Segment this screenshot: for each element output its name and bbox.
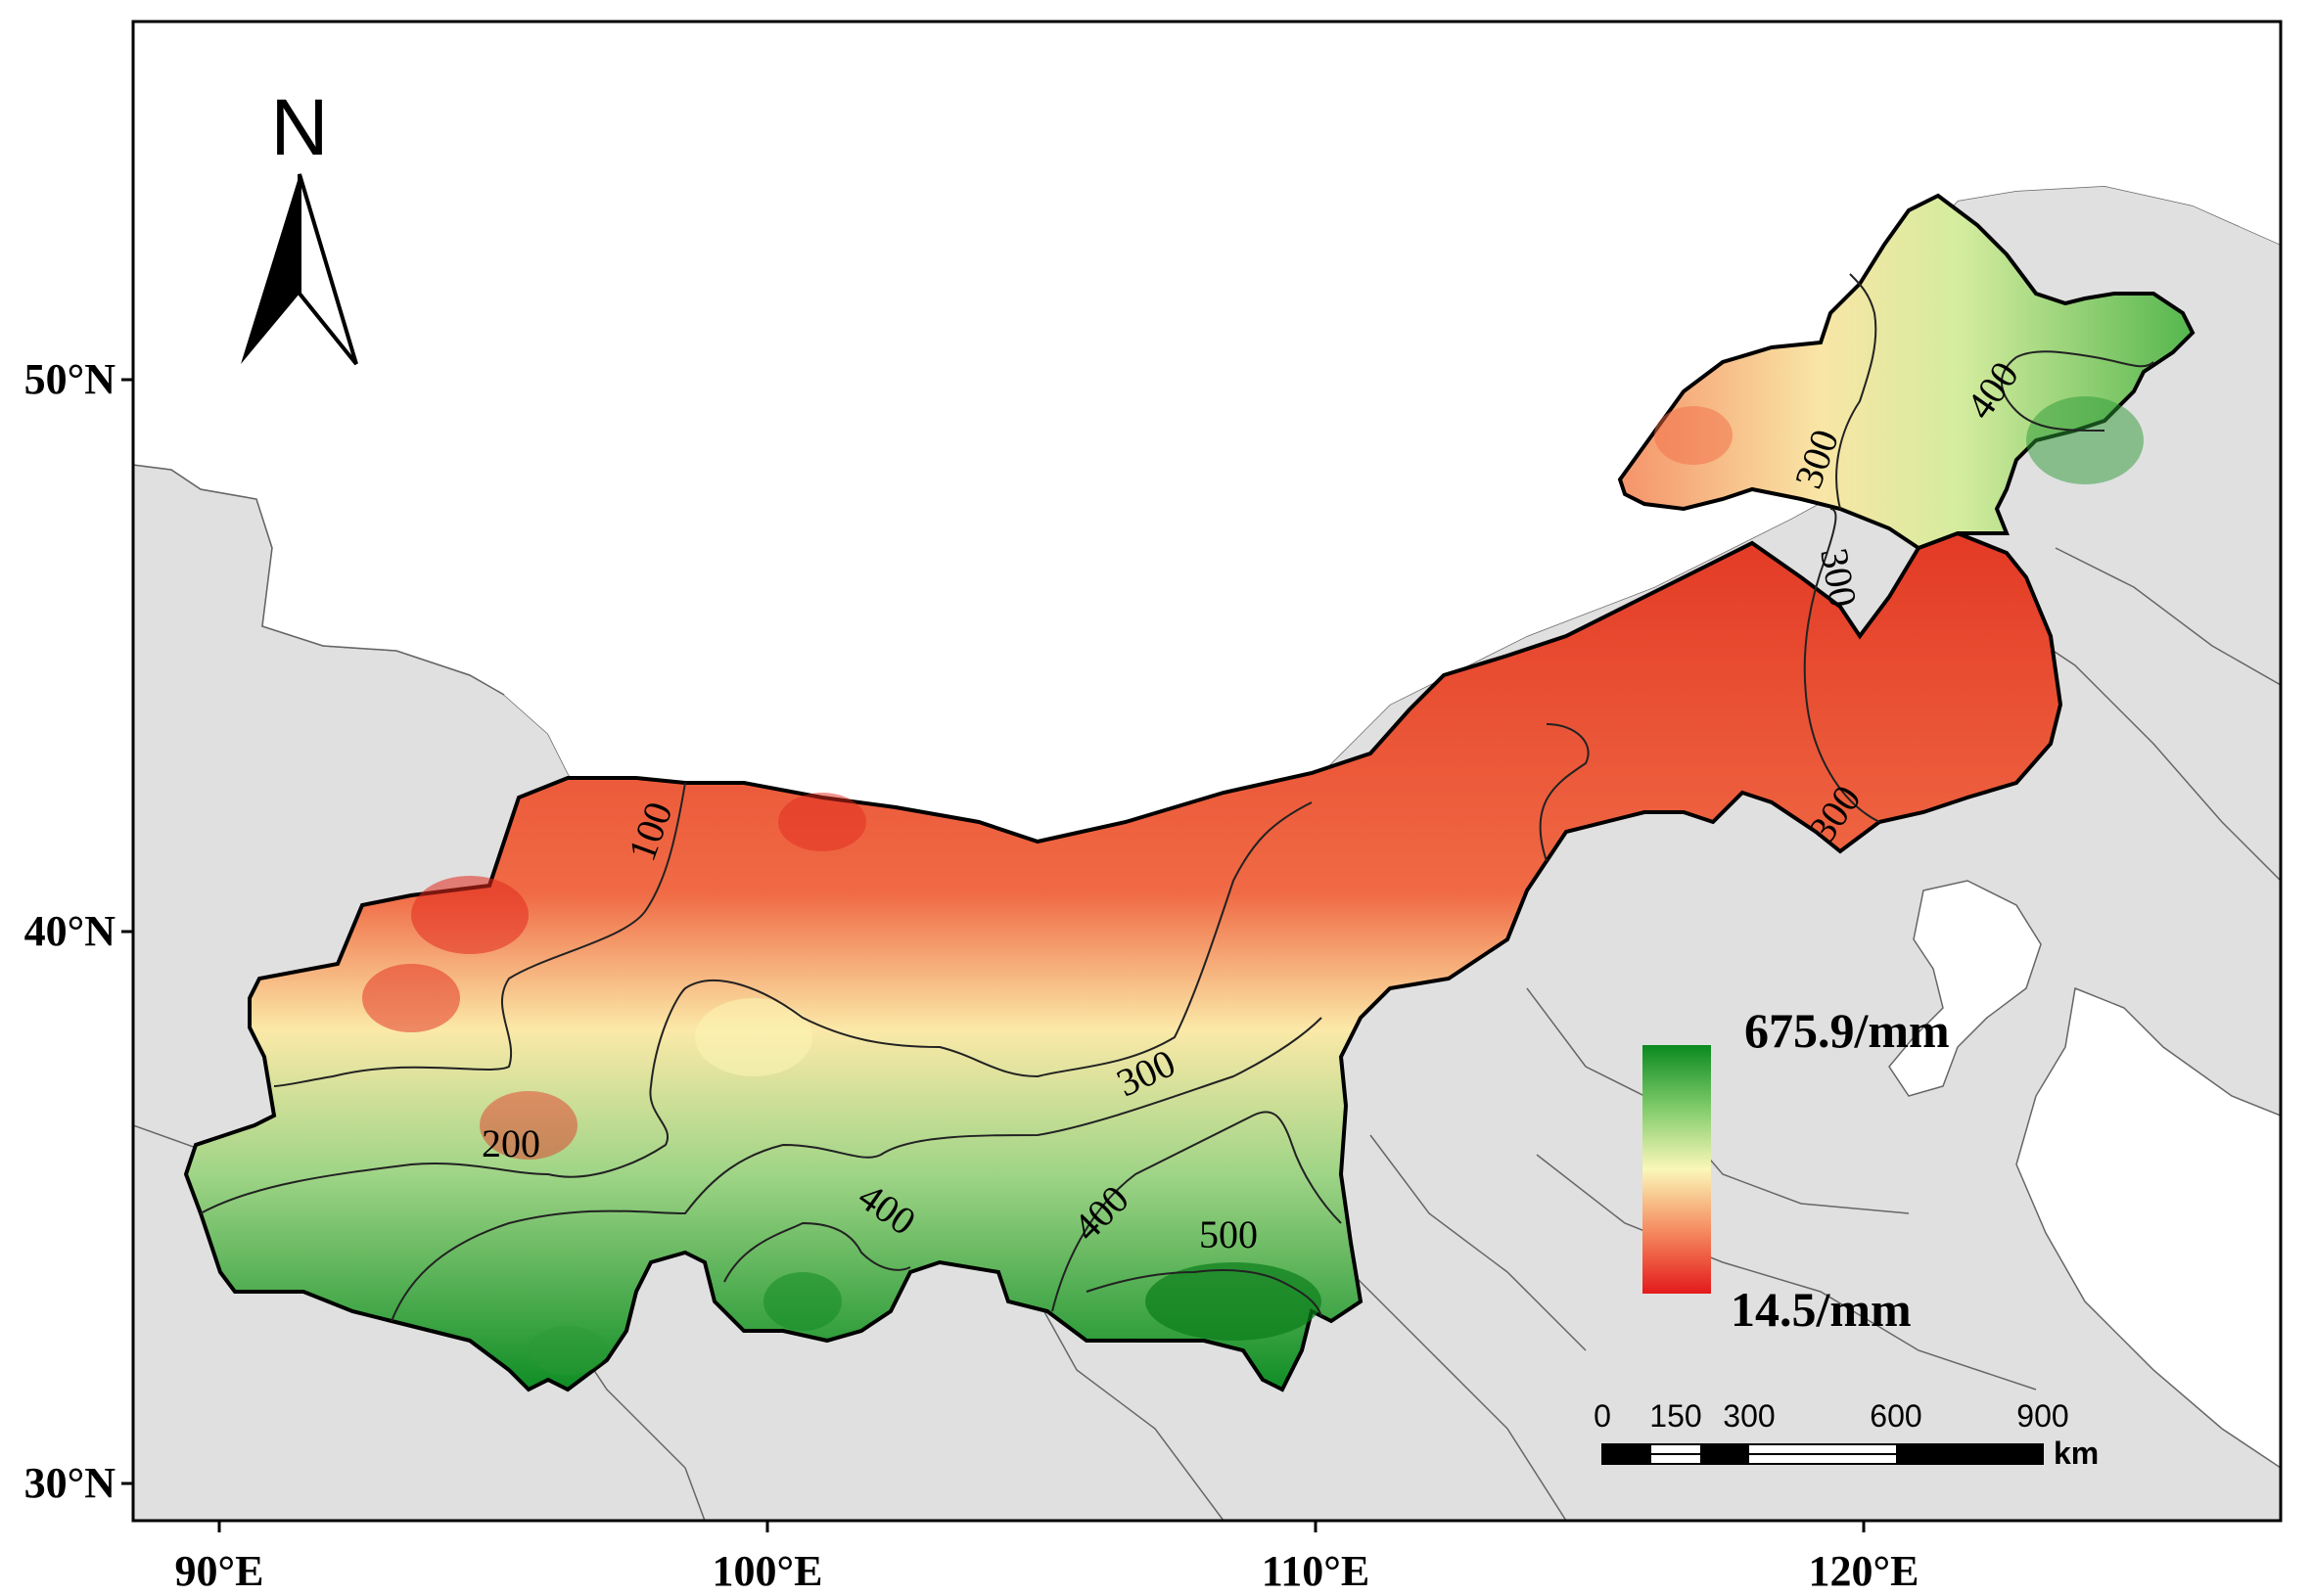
study-region: [183, 530, 2063, 1392]
legend-colorbar: [1642, 1045, 1711, 1294]
scale-tick-label: 0: [1594, 1398, 1611, 1434]
mongolia-border: [133, 464, 505, 696]
bohai-sea: [1888, 880, 2042, 1097]
scale-bar: 0 150 300 600 900 km: [1594, 1398, 2099, 1471]
scale-tick-label: 150: [1649, 1398, 1701, 1434]
north-arrow: N: [241, 83, 358, 366]
north-arrow-icon: [241, 173, 358, 366]
x-tick-label: 110°E: [1262, 1547, 1370, 1595]
x-tick-label: 120°E: [1809, 1547, 1919, 1595]
yellow-sea: [2015, 986, 2281, 1469]
precipitation-hotspots: [362, 396, 2144, 1375]
map-frame: [131, 20, 2283, 1523]
scale-unit-label: km: [2054, 1436, 2099, 1471]
contour-label: 300: [1812, 545, 1866, 611]
northeast-region: [1617, 193, 2196, 551]
x-tick-label: 100°E: [713, 1547, 823, 1595]
scale-tick-label: 600: [1870, 1398, 1921, 1434]
y-axis: [121, 378, 133, 1485]
y-tick-label: 40°N: [24, 907, 116, 955]
legend-min-label: 14.5/mm: [1731, 1282, 1912, 1337]
scale-tick-label: 300: [1723, 1398, 1775, 1434]
contour-lines: [200, 273, 2154, 1322]
mongolia-area: [133, 22, 2281, 861]
contour-label: 500: [1199, 1212, 1258, 1256]
x-axis: [217, 1521, 1866, 1532]
x-tick-label: 90°E: [175, 1547, 264, 1595]
y-tick-label: 30°N: [24, 1459, 116, 1507]
y-tick-label: 50°N: [24, 355, 116, 403]
north-label: N: [270, 83, 328, 172]
contour-label: 200: [482, 1121, 540, 1165]
legend: 675.9/mm 14.5/mm: [1642, 1003, 1950, 1337]
legend-max-label: 675.9/mm: [1744, 1003, 1950, 1058]
scale-tick-label: 900: [2016, 1398, 2068, 1434]
